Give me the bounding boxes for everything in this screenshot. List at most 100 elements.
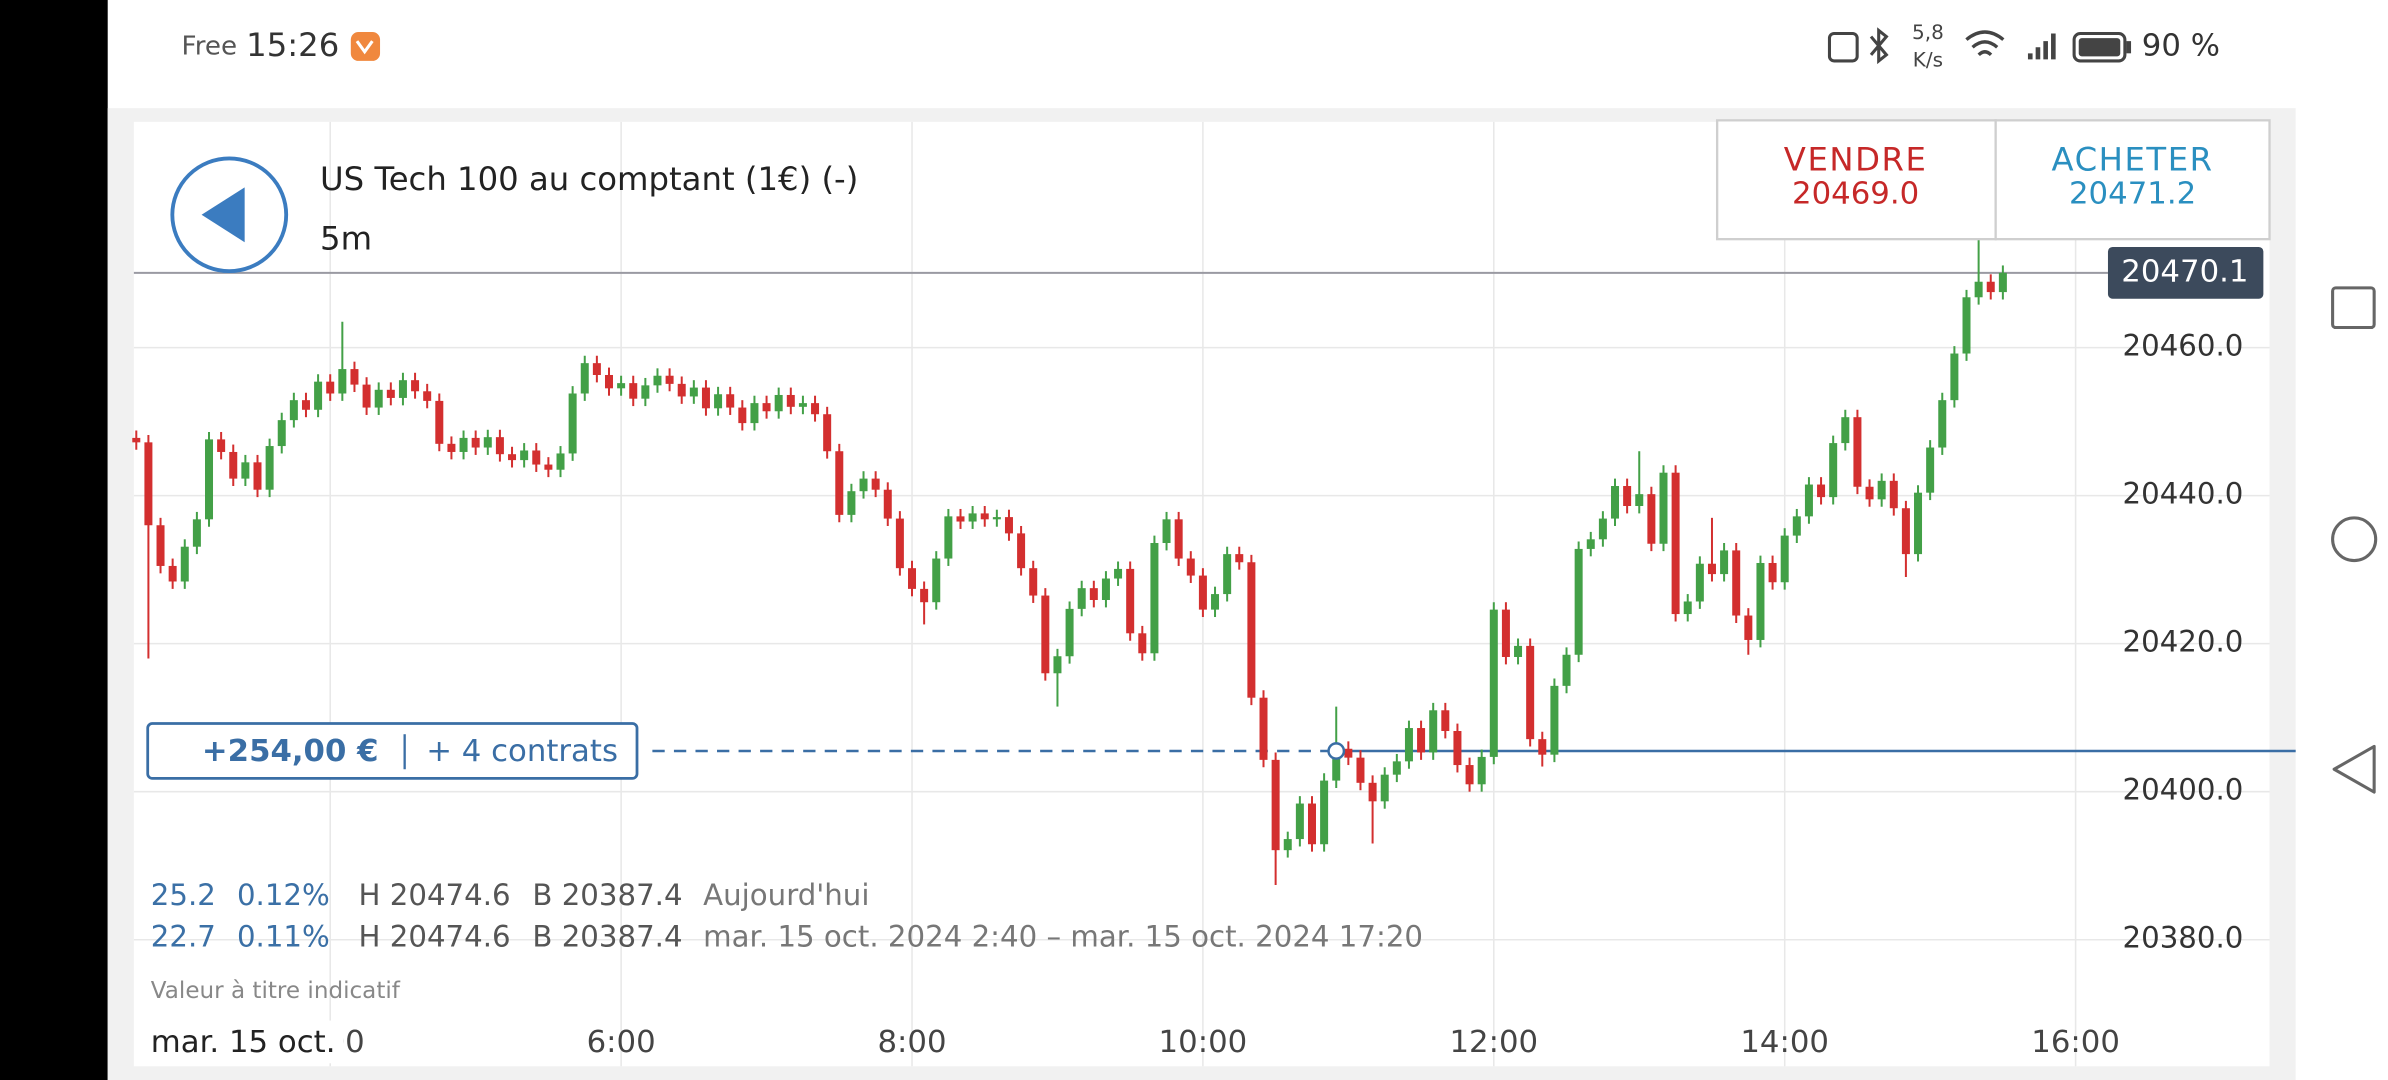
candle-body: [508, 454, 517, 461]
candle-body: [604, 374, 613, 389]
nav-back[interactable]: [2332, 744, 2376, 794]
position-entry-marker: [1327, 742, 1346, 760]
candle-body: [398, 380, 407, 398]
candle-body: [1017, 533, 1026, 569]
battery-icon: [2072, 31, 2127, 63]
candle-body: [386, 389, 395, 398]
candle-body: [774, 394, 783, 412]
buy-button[interactable]: ACHETER 20471.2: [1994, 119, 2271, 241]
candle-body: [132, 437, 141, 443]
instrument-title: US Tech 100 au comptant (1€) (-): [320, 160, 858, 198]
change: 25.2: [151, 878, 216, 912]
grid-layer: 20380.0 20400.0 20420.0 20440.0 20460.0: [133, 121, 2270, 1067]
nav-recents[interactable]: [2331, 286, 2376, 330]
candle-body: [1295, 803, 1304, 840]
candle-body: [1938, 400, 1947, 448]
candle-body: [1174, 519, 1183, 559]
y-tick-label: 20400.0: [2123, 773, 2244, 807]
candle-body: [1562, 654, 1571, 686]
candle-body: [556, 453, 565, 470]
date-label: mar. 15 oct.: [151, 1025, 336, 1060]
disclaimer: Valeur à titre indicatif: [151, 978, 401, 1004]
position-box[interactable]: [146, 722, 639, 780]
candle-body: [192, 519, 201, 547]
candle-body: [980, 513, 989, 520]
candle-body: [592, 363, 601, 375]
candle-body: [1538, 739, 1547, 755]
position-size[interactable]: + 4 contrats: [426, 734, 618, 769]
candle-body: [301, 400, 310, 410]
sell-button[interactable]: VENDRE 20469.0: [1715, 119, 1997, 241]
candle-body: [1138, 633, 1147, 654]
candle-body: [1089, 588, 1098, 600]
candle-body: [823, 414, 832, 452]
buy-label[interactable]: ACHETER: [2052, 141, 2214, 179]
battery-tip: [2126, 41, 2132, 54]
bluetooth-icon: [1869, 27, 1889, 65]
candle-body: [1065, 608, 1074, 657]
candle-body: [762, 403, 771, 412]
candle-body: [1526, 645, 1535, 740]
candle-body: [1720, 550, 1729, 575]
candle-body: [1114, 568, 1123, 579]
candle-body: [653, 375, 662, 386]
candle-body: [1041, 595, 1050, 674]
candle-body: [1926, 447, 1935, 493]
candle-body: [1707, 563, 1716, 575]
back-button[interactable]: [170, 156, 289, 274]
candle-body: [1829, 443, 1838, 498]
candle-body: [1029, 568, 1038, 596]
candle-body: [1586, 539, 1595, 549]
date-label-bg: [141, 1020, 344, 1064]
candle-body: [871, 478, 880, 490]
low: B 20387.4: [532, 919, 682, 953]
candle-body: [629, 383, 638, 399]
candle-body: [168, 565, 177, 582]
x-tick-label: 10:00: [1159, 1025, 1248, 1060]
candle-body: [568, 393, 577, 454]
position-pnl[interactable]: +254,00 €: [202, 734, 379, 769]
candle-body: [241, 462, 250, 479]
candle-body: [1404, 728, 1413, 762]
candle-body: [144, 442, 153, 526]
high: H 20474.6: [359, 878, 511, 912]
candle-body: [1477, 756, 1486, 785]
candle-body: [811, 403, 820, 415]
buy-box[interactable]: [1994, 119, 2271, 241]
candle-body: [1489, 609, 1498, 757]
candle-body: [1768, 562, 1777, 583]
net-speed-unit: K/s: [1913, 48, 1943, 71]
candle-body: [1659, 472, 1668, 544]
last-price-label: 20470.1: [2121, 254, 2248, 289]
candle-body: [1744, 615, 1753, 640]
candle-body: [1198, 575, 1207, 610]
back-arrow[interactable]: [201, 187, 245, 243]
candle-body: [992, 517, 1001, 520]
candle-body: [1320, 780, 1329, 845]
nav-home[interactable]: [2331, 516, 2378, 563]
candle-body: [1271, 759, 1280, 851]
candle-body: [835, 451, 844, 515]
candle-body: [1259, 697, 1268, 760]
candle-body: [1453, 731, 1462, 766]
candle-body: [1780, 535, 1789, 583]
x-tick-label: 16:00: [2031, 1025, 2120, 1060]
change-pct: 0.12%: [237, 878, 330, 912]
candle-body: [1235, 554, 1244, 563]
candle-body: [532, 450, 541, 465]
candle-body: [798, 403, 807, 407]
sell-box[interactable]: [1715, 119, 1997, 241]
sell-label[interactable]: VENDRE: [1784, 141, 1928, 179]
candle-body: [1501, 609, 1510, 657]
candle-body: [253, 462, 262, 490]
x-tick-label: 12:00: [1449, 1025, 1538, 1060]
candle-body: [847, 491, 856, 515]
buy-price[interactable]: 20471.2: [2069, 177, 2196, 212]
position-badge[interactable]: +254,00 € + 4 contrats: [146, 722, 639, 780]
sell-price[interactable]: 20469.0: [1792, 177, 1919, 212]
nfc-icon: [1827, 31, 1859, 63]
candle-body: [411, 380, 420, 392]
candle-body: [471, 437, 480, 448]
candle-body: [944, 516, 953, 559]
candle-body: [956, 516, 965, 522]
